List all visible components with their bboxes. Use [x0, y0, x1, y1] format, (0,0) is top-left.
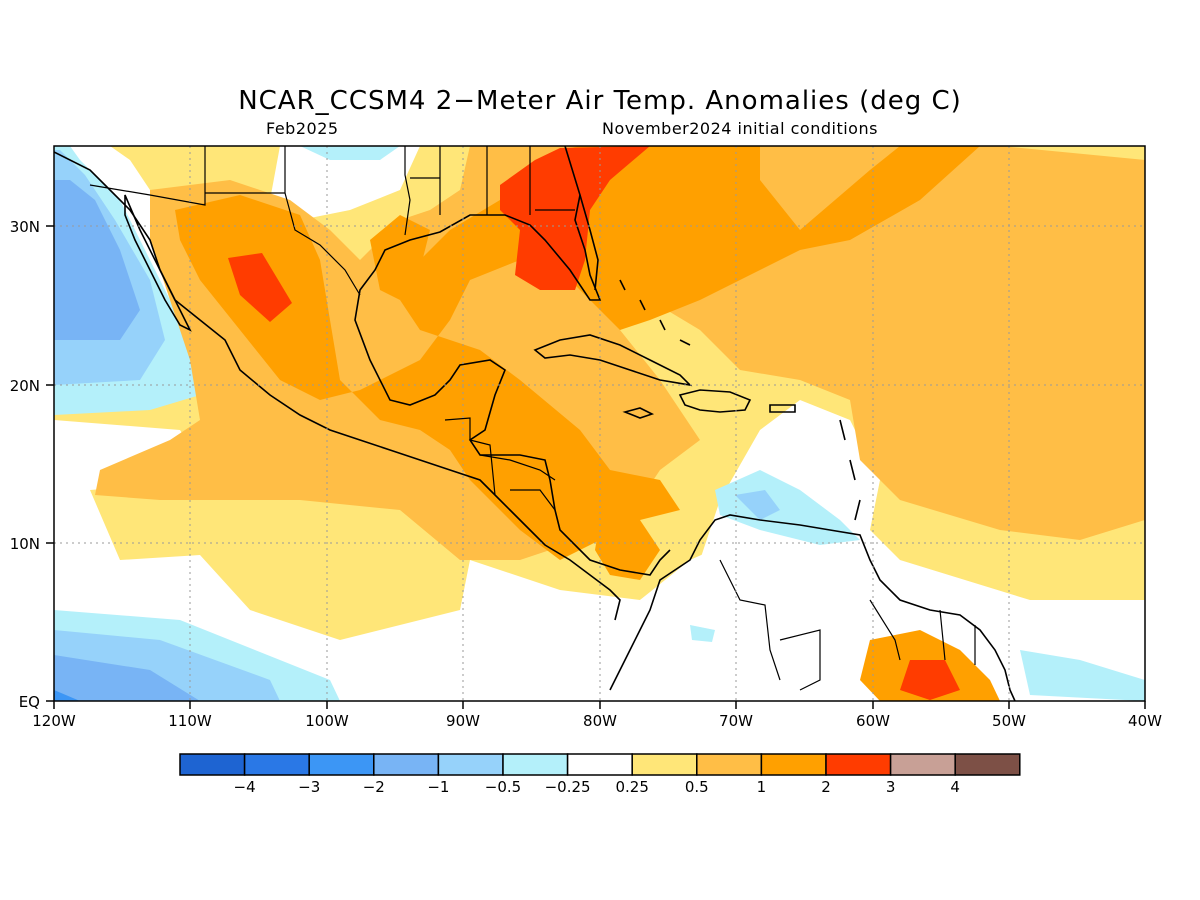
cool-region-caribbean-mid [735, 490, 780, 520]
cool-region-caribbean-light [715, 470, 860, 545]
initial-conditions: November2024 initial conditions [602, 119, 878, 138]
neutral-region-south [54, 420, 1145, 701]
coastlines [54, 146, 1016, 701]
colorbar-swatch [308, 753, 375, 776]
hot-region-mexico [228, 253, 292, 322]
colorbar-label: 3 [886, 778, 896, 796]
colorbar: −4 −3 −2 −1 −0.5 −0.25 0.25 0.5 1 2 3 4 [179, 753, 1021, 796]
bahamas [619, 279, 691, 346]
anomaly-field [54, 146, 1145, 701]
warm-region-mid [95, 146, 1145, 560]
lon-label-50w: 50W [992, 712, 1026, 730]
cool-region-deep-equator [54, 690, 80, 701]
colorbar-swatch [631, 753, 698, 776]
cool-region-small [690, 625, 715, 642]
neutral-region-texas [270, 146, 420, 220]
jamaica [622, 407, 655, 419]
hot-region-small [900, 660, 960, 700]
lon-label-70w: 70W [719, 712, 753, 730]
colorbar-swatch [889, 753, 956, 776]
lesser-antilles [839, 419, 861, 521]
lon-label-60w: 60W [856, 712, 890, 730]
lon-label-110w: 110W [168, 712, 212, 730]
border-venezuela-colombia [719, 559, 821, 691]
florida [579, 194, 599, 291]
colorbar-swatch [502, 753, 569, 776]
warm-region-strong-panama [595, 520, 660, 580]
lat-label-10n: 10N [10, 535, 40, 553]
colorbar-label: 2 [821, 778, 831, 796]
baja-california [124, 194, 192, 332]
border-rio-grande [284, 192, 361, 296]
colorbar-swatch [566, 753, 633, 776]
lat-label-eq: EQ [19, 693, 40, 711]
colorbar-label: 0.25 [615, 778, 648, 796]
border-us-states [439, 146, 575, 215]
axis-ticks [46, 225, 1146, 709]
colorbar-label: 1 [757, 778, 767, 796]
colorbar-swatch [437, 753, 504, 776]
colorbar-swatch [243, 753, 310, 776]
lon-label-40w: 40W [1128, 712, 1162, 730]
colorbar-swatch [373, 753, 440, 776]
colorbar-label: −3 [298, 778, 320, 796]
colorbar-label: 4 [950, 778, 960, 796]
colorbar-swatch [179, 753, 246, 776]
cool-region-north [300, 146, 400, 160]
colorbar-swatch [825, 753, 892, 776]
warm-region-strong [175, 146, 980, 560]
lon-label-80w: 80W [583, 712, 617, 730]
border-central-america [479, 454, 556, 511]
border-us-mexico-west [89, 146, 206, 206]
lon-label-90w: 90W [446, 712, 480, 730]
colorbar-label: −2 [363, 778, 385, 796]
pacific-coastline [54, 151, 621, 621]
border-texas-louisiana [404, 146, 411, 236]
colorbar-label: −0.25 [545, 778, 591, 796]
warm-region-strong-gulf [370, 215, 430, 300]
latitude-labels: 30N 20N 10N EQ [10, 218, 40, 711]
colorbar-label: −0.5 [485, 778, 521, 796]
lat-label-30n: 30N [10, 218, 40, 236]
puerto-rico [769, 404, 796, 413]
hispaniola [678, 389, 752, 413]
colorbar-swatch [696, 753, 763, 776]
longitude-labels: 120W 110W 100W 90W 80W 70W 60W 50W 40W [32, 712, 1162, 730]
border-guianas [869, 599, 976, 665]
graticule [54, 146, 1145, 701]
border-guatemala [444, 417, 496, 496]
colorbar-swatch [954, 753, 1021, 776]
gulf-caribbean-coastline [354, 146, 671, 576]
forecast-month: Feb2025 [266, 119, 339, 138]
lon-label-120w: 120W [32, 712, 76, 730]
political-borders [89, 146, 976, 691]
south-america-coastline [609, 514, 1016, 701]
colorbar-label: −1 [427, 778, 449, 796]
lon-label-100w: 100W [305, 712, 349, 730]
map-title: NCAR_CCSM4 2−Meter Air Temp. Anomalies (… [238, 86, 962, 116]
lat-label-20n: 20N [10, 377, 40, 395]
cool-region-atlantic-equator [1020, 650, 1145, 701]
colorbar-swatch [760, 753, 827, 776]
colorbar-label: −4 [234, 778, 256, 796]
cool-region-strong-pacific [54, 180, 140, 340]
cool-region-strong-equator [54, 655, 200, 701]
colorbar-label: 0.5 [685, 778, 709, 796]
